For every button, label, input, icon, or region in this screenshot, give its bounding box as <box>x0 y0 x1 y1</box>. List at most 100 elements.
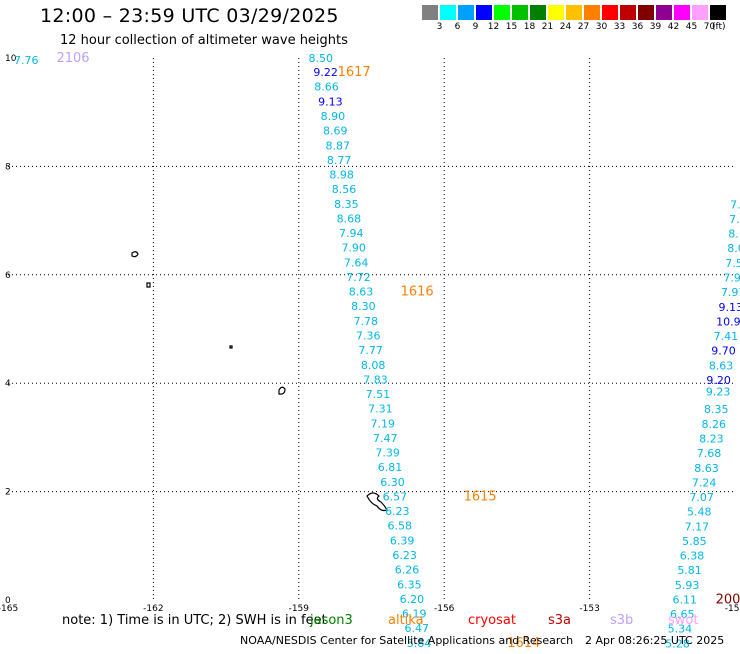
color-scale-label: 30 <box>595 22 608 32</box>
wave-height-value: 5.81 <box>677 564 702 577</box>
color-scale-label: 24 <box>559 22 572 32</box>
footer-credit: NOAA/NESDIS Center for Satellite Applica… <box>240 634 574 647</box>
wave-height-value: 6.30 <box>380 476 405 489</box>
scale-unit-label: (ft) <box>712 22 726 32</box>
color-scale-swatch <box>656 5 673 20</box>
wave-height-value: 7.31 <box>368 403 393 416</box>
wave-height-value: 7.78 <box>354 315 379 328</box>
island-outline <box>146 282 151 288</box>
color-scale-label: 21 <box>541 22 554 32</box>
wave-height-value: 5.34 <box>668 623 693 636</box>
x-tick-label: -159 <box>289 604 310 614</box>
wave-height-value: 7.72 <box>346 271 371 284</box>
wave-height-value: 8.90 <box>321 110 346 123</box>
wave-height-value: 7.5 <box>725 257 740 270</box>
color-scale-label: 36 <box>631 22 644 32</box>
wave-height-value: 7.41 <box>714 330 739 343</box>
island-outline <box>131 251 139 258</box>
mission-label: cryosat <box>468 613 516 628</box>
wave-height-value: 6.38 <box>680 550 705 563</box>
color-scale-swatch <box>674 5 691 20</box>
wave-height-value: 8.69 <box>323 125 348 138</box>
wave-height-value: 5.28 <box>665 637 690 650</box>
wave-height-value: 7.51 <box>366 388 391 401</box>
color-scale-label: 9 <box>472 22 479 32</box>
wave-height-value: 8.30 <box>351 300 376 313</box>
color-scale-label: 70 <box>703 22 716 32</box>
wave-height-value: 6.23 <box>392 549 417 562</box>
color-scale-label: 42 <box>667 22 680 32</box>
wave-height-value: 6.19 <box>402 608 427 621</box>
wave-height-value: 9.20 <box>706 374 731 387</box>
wave-height-value: 7.94 <box>339 227 364 240</box>
mission-label: altika <box>388 613 424 628</box>
y-tick-label: 6 <box>5 271 11 281</box>
y-tick-label: 8 <box>5 162 11 172</box>
wave-height-value: 9.13 <box>318 95 343 108</box>
color-scale-label: 15 <box>505 22 518 32</box>
mission-label: s3a <box>548 613 572 628</box>
y-tick-label: 2 <box>5 488 11 498</box>
color-scale-swatch <box>584 5 601 20</box>
wave-height-value: 7.97 <box>721 286 740 299</box>
color-scale-swatch <box>602 5 619 20</box>
color-scale-label: 6 <box>454 22 461 32</box>
pass-time-label: 1615 <box>464 489 497 504</box>
wave-height-value: 9.22 <box>313 66 338 79</box>
footer-timestamp: 2 Apr 08:26:25 UTC 2025 <box>585 634 725 647</box>
color-scale-label: 3 <box>436 22 443 32</box>
color-scale-label: 39 <box>649 22 662 32</box>
color-scale-label: 33 <box>613 22 626 32</box>
wave-height-value: 7.07 <box>689 491 714 504</box>
color-scale-label: 18 <box>523 22 536 32</box>
footer-note: note: 1) Time is in UTC; 2) SWH is in fe… <box>62 613 327 628</box>
color-scale-swatch <box>620 5 637 20</box>
wave-height-value: 5.48 <box>687 506 712 519</box>
wave-height-value: 7.17 <box>685 520 710 533</box>
color-scale-swatch <box>458 5 475 20</box>
wave-height-value: 6.39 <box>390 534 415 547</box>
pass-time-label: 1617 <box>338 65 371 80</box>
wave-height-value: 6.81 <box>378 461 403 474</box>
wave-height-value: 8.68 <box>337 212 362 225</box>
wave-height-value: 8.63 <box>694 462 719 475</box>
island-outline <box>366 492 388 512</box>
color-scale-swatch <box>494 5 511 20</box>
wave-height-value: 7.24 <box>692 476 717 489</box>
color-scale-swatch <box>548 5 565 20</box>
wave-height-value: 6.47 <box>404 622 429 635</box>
x-tick-label: -153 <box>579 604 599 614</box>
wave-height-value: 5.84 <box>407 637 432 650</box>
wave-height-value: 7.36 <box>356 330 381 343</box>
color-scale-swatch <box>530 5 547 20</box>
x-tick-label: -162 <box>143 604 163 614</box>
wave-height-value: 8.98 <box>329 169 354 182</box>
wave-height-value: 5.85 <box>682 535 707 548</box>
wave-height-value: 7. <box>730 198 740 211</box>
wave-height-value: 6.35 <box>397 578 422 591</box>
color-scale-label: 45 <box>685 22 698 32</box>
wave-height-value: 7.90 <box>341 242 366 255</box>
wave-height-value: 9.23 <box>706 385 731 398</box>
wave-height-value: 8.50 <box>308 52 333 65</box>
wave-height-value: 5.93 <box>675 579 700 592</box>
wave-height-value: 8.77 <box>327 154 352 167</box>
color-scale-swatch <box>566 5 583 20</box>
wave-height-value: 6.26 <box>395 564 420 577</box>
wave-height-value: 8.87 <box>325 139 350 152</box>
wave-height-value: 7.39 <box>375 447 400 460</box>
wave-height-value: 7.64 <box>344 256 369 269</box>
color-scale-label: 12 <box>487 22 500 32</box>
wave-height-value: 7.68 <box>697 447 722 460</box>
wave-height-value: 8.63 <box>709 359 734 372</box>
mission-label: s3b <box>610 613 634 628</box>
y-tick-label: 4 <box>5 379 11 389</box>
wave-height-value: 8.23 <box>699 432 724 445</box>
wave-height-value: 8.35 <box>704 403 729 416</box>
wave-height-value: 8.56 <box>332 183 357 196</box>
pass-time-label: 2006 <box>716 592 740 607</box>
wave-height-value: 7.98 <box>723 272 740 285</box>
wave-height-value: 7.76 <box>14 54 39 67</box>
y-tick-label: 10 <box>5 54 17 64</box>
